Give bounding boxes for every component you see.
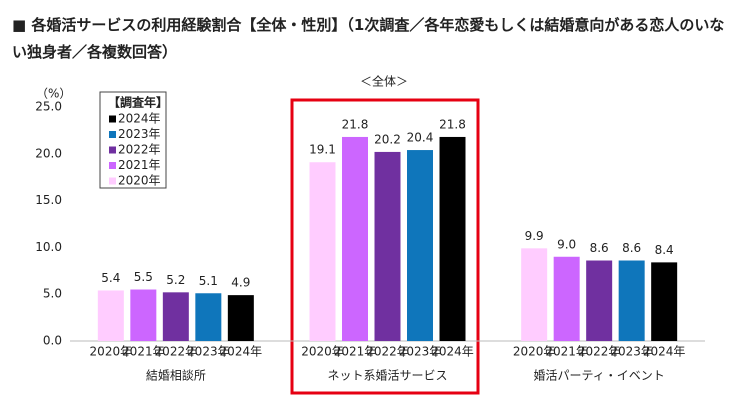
y-unit: （%） <box>36 87 71 101</box>
legend-box <box>99 91 167 189</box>
data-label: 19.1 <box>309 143 336 157</box>
data-label: 5.2 <box>166 273 185 287</box>
bar <box>374 151 401 341</box>
data-label: 5.1 <box>199 274 218 288</box>
legend-label: 2021年 <box>118 158 161 172</box>
bar <box>309 162 336 341</box>
bar-year-label: 2020年 <box>513 345 556 359</box>
bar-year-label: 2024年 <box>220 345 263 359</box>
x-tick-label: ネット系婚活サービス <box>327 369 447 383</box>
data-label: 8.6 <box>622 241 641 255</box>
y-tick-label: 25.0 <box>35 100 62 114</box>
legend-label: 2023年 <box>118 127 161 141</box>
bar <box>521 248 548 341</box>
bar <box>130 289 157 341</box>
bar <box>618 260 645 341</box>
bar-year-label: 2022年 <box>155 345 198 359</box>
data-label: 9.9 <box>525 229 544 243</box>
data-label: 9.0 <box>557 237 576 251</box>
bar-year-label: 2021年 <box>122 345 165 359</box>
data-label: 5.4 <box>101 271 120 285</box>
bar-year-label: 2022年 <box>366 345 409 359</box>
data-label: 21.8 <box>342 117 369 131</box>
highlight-box <box>290 98 480 395</box>
bar-year-label: 2024年 <box>431 345 474 359</box>
legend-label: 2020年 <box>118 174 161 188</box>
data-label: 5.5 <box>134 270 153 284</box>
bar <box>407 150 433 341</box>
bar-year-label: 2021年 <box>334 345 377 359</box>
y-tick-label: 10.0 <box>35 240 62 254</box>
data-label: 20.4 <box>407 131 434 145</box>
bar <box>586 260 613 341</box>
legend-swatch <box>109 146 116 154</box>
bar <box>651 262 678 341</box>
bar-year-label: 2023年 <box>399 345 442 359</box>
bar <box>553 256 580 341</box>
legend-label: 2022年 <box>118 143 161 157</box>
bar-year-label: 2024年 <box>643 345 686 359</box>
chart-subtitle: ＜全体＞ <box>360 74 408 89</box>
bar-year-label: 2023年 <box>610 345 653 359</box>
legend-swatch <box>109 177 116 185</box>
bar-year-label: 2020年 <box>301 345 344 359</box>
x-tick-label: 婚活パーティ・イベント <box>534 369 665 383</box>
y-tick-label: 0.0 <box>43 334 62 348</box>
bar <box>342 136 368 341</box>
legend-swatch <box>109 131 116 138</box>
legend-label: 2024年 <box>118 112 161 126</box>
bar <box>97 290 124 341</box>
y-tick-label: 5.0 <box>43 287 62 301</box>
data-label: 8.6 <box>590 241 609 255</box>
bar <box>195 293 222 341</box>
bar-year-label: 2021年 <box>545 345 588 359</box>
legend-title: 【調査年】 <box>108 95 168 110</box>
data-label: 8.4 <box>655 243 674 257</box>
x-tick-label: 結婚相談所 <box>146 368 206 383</box>
y-tick-label: 20.0 <box>35 146 62 160</box>
legend-swatch <box>109 162 116 169</box>
legend-swatch <box>109 115 116 123</box>
chart-title: ■ 各婚活サービスの利用経験割合【全体・性別】（1次調査／各年恋愛もしくは結婚意… <box>12 16 725 61</box>
bar <box>439 136 466 341</box>
bar-year-label: 2020年 <box>90 345 133 359</box>
bar-year-label: 2022年 <box>578 345 621 359</box>
bar-year-label: 2023年 <box>187 345 230 359</box>
bar <box>227 295 254 341</box>
data-label: 21.8 <box>439 117 466 131</box>
y-tick-label: 15.0 <box>35 193 62 207</box>
bar <box>162 292 189 341</box>
data-label: 20.2 <box>374 132 401 146</box>
data-label: 4.9 <box>231 276 250 290</box>
